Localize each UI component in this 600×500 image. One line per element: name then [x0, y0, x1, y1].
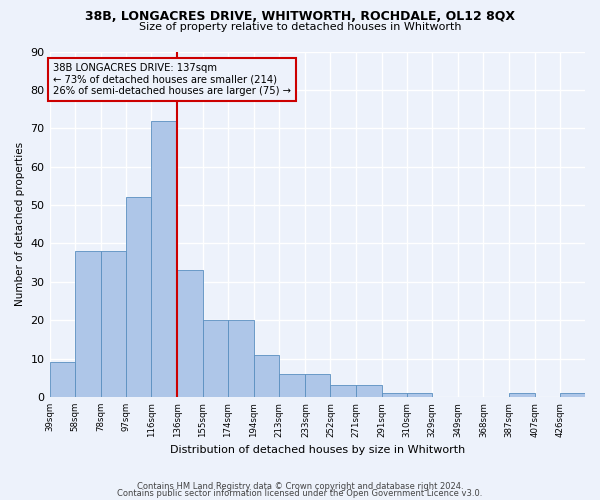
Bar: [279, 374, 305, 397]
Bar: [74, 251, 101, 397]
Bar: [331, 386, 356, 397]
Text: 38B LONGACRES DRIVE: 137sqm
← 73% of detached houses are smaller (214)
26% of se: 38B LONGACRES DRIVE: 137sqm ← 73% of det…: [53, 63, 292, 96]
X-axis label: Distribution of detached houses by size in Whitworth: Distribution of detached houses by size …: [170, 445, 465, 455]
Bar: [151, 120, 178, 397]
Text: Contains public sector information licensed under the Open Government Licence v3: Contains public sector information licen…: [118, 490, 482, 498]
Text: Size of property relative to detached houses in Whitworth: Size of property relative to detached ho…: [139, 22, 461, 32]
Bar: [178, 270, 203, 397]
Text: 38B, LONGACRES DRIVE, WHITWORTH, ROCHDALE, OL12 8QX: 38B, LONGACRES DRIVE, WHITWORTH, ROCHDAL…: [85, 10, 515, 23]
Text: Contains HM Land Registry data © Crown copyright and database right 2024.: Contains HM Land Registry data © Crown c…: [137, 482, 463, 491]
Bar: [382, 393, 407, 397]
Bar: [203, 320, 227, 397]
Bar: [560, 393, 585, 397]
Bar: [305, 374, 331, 397]
Y-axis label: Number of detached properties: Number of detached properties: [15, 142, 25, 306]
Bar: [254, 354, 279, 397]
Bar: [509, 393, 535, 397]
Bar: [101, 251, 126, 397]
Bar: [126, 198, 151, 397]
Bar: [407, 393, 432, 397]
Bar: [227, 320, 254, 397]
Bar: [50, 362, 74, 397]
Bar: [356, 386, 382, 397]
